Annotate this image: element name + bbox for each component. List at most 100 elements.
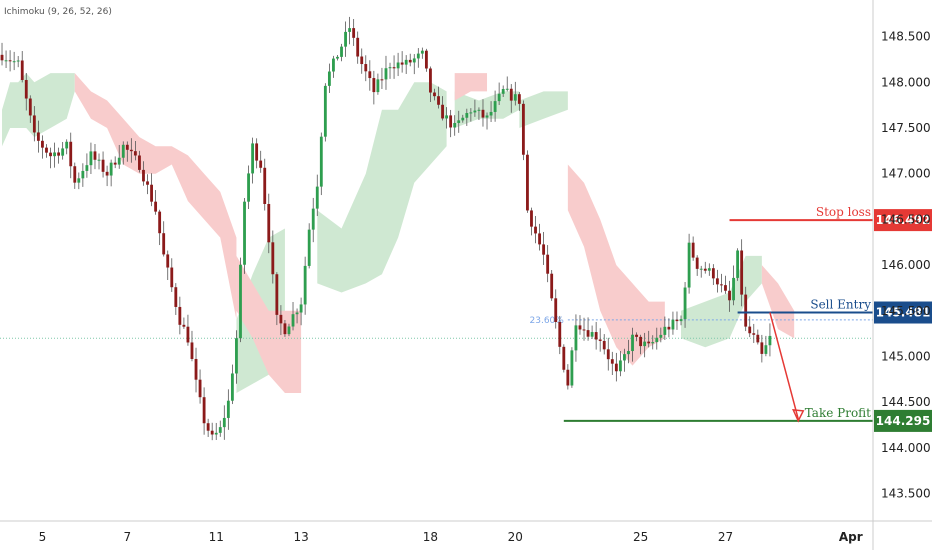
candle[interactable] bbox=[372, 70, 376, 105]
candle[interactable] bbox=[113, 156, 117, 169]
candle[interactable] bbox=[154, 190, 158, 215]
candle[interactable] bbox=[598, 328, 602, 352]
candle[interactable] bbox=[736, 248, 740, 281]
candle[interactable] bbox=[445, 107, 449, 129]
candle[interactable] bbox=[93, 144, 97, 170]
candle[interactable] bbox=[586, 317, 590, 341]
candle[interactable] bbox=[202, 387, 206, 435]
candle[interactable] bbox=[271, 230, 275, 284]
candle[interactable] bbox=[129, 138, 133, 163]
candle[interactable] bbox=[695, 255, 699, 276]
candle[interactable] bbox=[744, 286, 748, 332]
candle[interactable] bbox=[416, 48, 420, 68]
candle[interactable] bbox=[150, 173, 153, 207]
candle[interactable] bbox=[683, 282, 687, 328]
candle[interactable] bbox=[715, 269, 719, 293]
candle[interactable] bbox=[534, 215, 537, 244]
candle[interactable] bbox=[570, 347, 574, 388]
candle[interactable] bbox=[77, 172, 81, 190]
candle[interactable] bbox=[768, 323, 772, 357]
candle[interactable] bbox=[728, 280, 731, 312]
candle[interactable] bbox=[651, 335, 655, 350]
candle[interactable] bbox=[109, 159, 113, 187]
candle[interactable] bbox=[348, 16, 352, 45]
trade-levels[interactable]: Stop loss 146.492 Sell Entry 145.481 Take Pr… bbox=[563, 205, 932, 432]
candle[interactable] bbox=[222, 405, 226, 440]
candle[interactable] bbox=[441, 96, 444, 121]
candle[interactable] bbox=[41, 135, 44, 159]
candle[interactable] bbox=[69, 132, 73, 179]
candle[interactable] bbox=[647, 330, 651, 348]
candle[interactable] bbox=[45, 144, 48, 158]
candles[interactable] bbox=[0, 16, 772, 441]
candle[interactable] bbox=[323, 83, 327, 142]
candle[interactable] bbox=[574, 314, 578, 362]
candle[interactable] bbox=[20, 51, 24, 83]
candle[interactable] bbox=[226, 389, 230, 430]
candle[interactable] bbox=[530, 207, 533, 236]
candle[interactable] bbox=[299, 297, 303, 326]
candle[interactable] bbox=[764, 335, 768, 357]
candle[interactable] bbox=[756, 329, 760, 345]
candle[interactable] bbox=[489, 101, 493, 122]
candle[interactable] bbox=[429, 66, 432, 102]
candle[interactable] bbox=[315, 174, 319, 217]
candle[interactable] bbox=[433, 88, 436, 101]
candle[interactable] bbox=[356, 31, 360, 64]
candle[interactable] bbox=[643, 332, 647, 358]
candle[interactable] bbox=[186, 314, 190, 346]
candle[interactable] bbox=[210, 422, 214, 441]
candle[interactable] bbox=[364, 55, 368, 82]
candle[interactable] bbox=[303, 256, 307, 315]
candle[interactable] bbox=[166, 250, 170, 280]
candle[interactable] bbox=[0, 42, 4, 66]
candle[interactable] bbox=[497, 82, 501, 106]
candle[interactable] bbox=[392, 55, 396, 79]
candle[interactable] bbox=[760, 334, 764, 363]
candle[interactable] bbox=[606, 337, 610, 371]
candle[interactable] bbox=[255, 138, 259, 169]
candle[interactable] bbox=[263, 158, 267, 211]
candle[interactable] bbox=[663, 316, 667, 340]
candle[interactable] bbox=[12, 51, 16, 71]
candle[interactable] bbox=[614, 352, 618, 382]
candle[interactable] bbox=[675, 311, 679, 330]
candle[interactable] bbox=[671, 311, 675, 335]
candle[interactable] bbox=[639, 334, 643, 355]
candle[interactable] bbox=[49, 147, 52, 169]
candle[interactable] bbox=[24, 73, 28, 111]
candle[interactable] bbox=[635, 332, 638, 342]
candle[interactable] bbox=[61, 141, 65, 160]
candle[interactable] bbox=[711, 264, 715, 285]
candle[interactable] bbox=[279, 305, 283, 336]
candle[interactable] bbox=[36, 120, 40, 153]
candle[interactable] bbox=[388, 62, 392, 79]
candle[interactable] bbox=[101, 151, 105, 178]
candle[interactable] bbox=[311, 197, 315, 243]
candle[interactable] bbox=[550, 270, 554, 301]
candle[interactable] bbox=[214, 422, 218, 440]
candle[interactable] bbox=[396, 52, 400, 77]
candle[interactable] bbox=[283, 320, 287, 337]
candle[interactable] bbox=[319, 132, 323, 196]
candle[interactable] bbox=[65, 139, 69, 155]
candle[interactable] bbox=[235, 330, 238, 384]
candle[interactable] bbox=[190, 330, 194, 362]
candle[interactable] bbox=[562, 344, 566, 373]
candle[interactable] bbox=[659, 327, 663, 343]
candle[interactable] bbox=[521, 100, 525, 161]
candle[interactable] bbox=[513, 81, 517, 106]
candle[interactable] bbox=[133, 140, 137, 161]
candle[interactable] bbox=[602, 334, 606, 355]
candle[interactable] bbox=[178, 296, 182, 335]
candle[interactable] bbox=[691, 236, 695, 261]
candle[interactable] bbox=[485, 112, 489, 130]
candle[interactable] bbox=[259, 150, 263, 173]
candle[interactable] bbox=[360, 48, 364, 74]
candle[interactable] bbox=[627, 339, 630, 364]
candle[interactable] bbox=[105, 165, 109, 187]
candle[interactable] bbox=[465, 108, 469, 126]
candle[interactable] bbox=[251, 137, 255, 184]
candle[interactable] bbox=[655, 327, 659, 350]
candle[interactable] bbox=[89, 142, 93, 174]
